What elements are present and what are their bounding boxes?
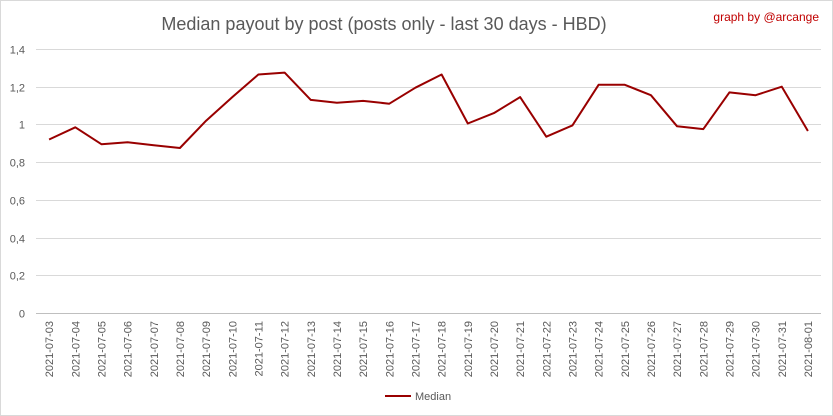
x-tick-label: 2021-07-31: [777, 321, 789, 377]
x-tick-label: 2021-07-08: [175, 321, 187, 377]
x-tick-label: 2021-07-16: [384, 321, 396, 377]
x-tick-label: 2021-07-18: [437, 321, 449, 377]
x-tick-label: 2021-07-07: [149, 321, 161, 377]
x-tick-label: 2021-07-03: [44, 321, 56, 377]
x-tick-label: 2021-07-12: [280, 321, 292, 377]
x-tick-label: 2021-07-30: [751, 321, 763, 377]
x-tick-label: 2021-07-04: [70, 321, 82, 377]
x-tick-label: 2021-07-21: [515, 321, 527, 377]
y-tick-label: 0,4: [10, 234, 25, 246]
x-tick-label: 2021-07-29: [724, 321, 736, 377]
y-tick-label: 0,2: [10, 271, 25, 283]
y-tick-label: 0,8: [10, 158, 25, 170]
y-tick-label: 1,4: [10, 45, 25, 57]
x-tick-label: 2021-07-10: [227, 321, 239, 377]
x-tick-label: 2021-07-20: [489, 321, 501, 377]
legend-label: Median: [415, 391, 451, 403]
chart-title: Median payout by post (posts only - last…: [161, 14, 606, 34]
x-tick-label: 2021-07-15: [358, 321, 370, 377]
x-tick-label: 2021-08-01: [803, 321, 815, 377]
x-tick-label: 2021-07-17: [410, 321, 422, 377]
x-axis-ticks: 2021-07-03 2021-07-04 2021-07-05 2021-07-06…: [44, 321, 815, 377]
y-tick-label: 0: [19, 309, 25, 321]
y-axis-ticks: 0 0,2 0,4 0,6 0,8 1 1,2 1,4: [10, 45, 25, 321]
x-tick-label: 2021-07-09: [201, 321, 213, 377]
y-tick-label: 1,2: [10, 83, 25, 95]
x-tick-label: 2021-07-28: [698, 321, 710, 377]
x-tick-label: 2021-07-05: [96, 321, 108, 377]
x-tick-label: 2021-07-27: [672, 321, 684, 377]
x-tick-label: 2021-07-24: [594, 321, 606, 377]
series-layer: [48, 71, 809, 149]
y-tick-label: 0,6: [10, 196, 25, 208]
x-tick-label: 2021-07-25: [620, 321, 632, 377]
x-tick-label: 2021-07-13: [306, 321, 318, 377]
y-tick-label: 1: [19, 120, 25, 132]
x-tick-label: 2021-07-06: [123, 321, 135, 377]
x-tick-label: 2021-07-22: [541, 321, 553, 377]
chart-credit: graph by @arcange: [713, 10, 819, 24]
x-tick-label: 2021-07-23: [567, 321, 579, 377]
x-tick-label: 2021-07-19: [463, 321, 475, 377]
x-tick-label: 2021-07-26: [646, 321, 658, 377]
x-tick-label: 2021-07-14: [332, 321, 344, 377]
x-tick-label: 2021-07-11: [253, 321, 265, 376]
legend: Median: [385, 391, 451, 403]
grid: [36, 49, 821, 314]
series-line-median: [48, 71, 809, 149]
